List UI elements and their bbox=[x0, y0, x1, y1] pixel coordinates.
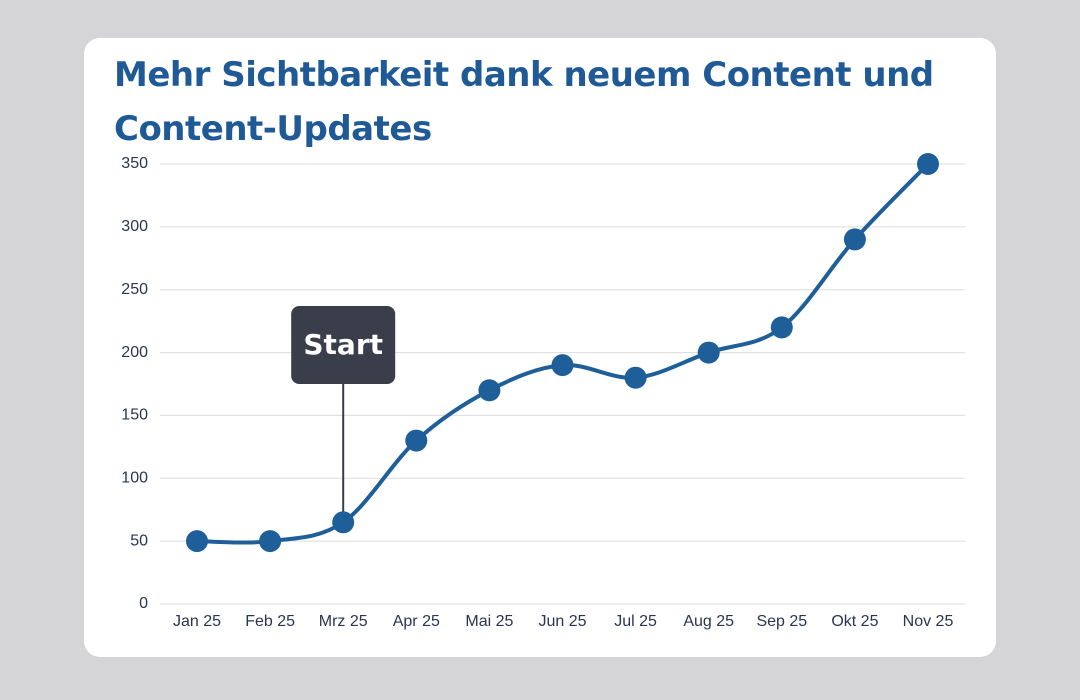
x-tick-label: Feb 25 bbox=[245, 613, 295, 630]
x-tick-label: Jun 25 bbox=[538, 613, 586, 630]
x-tick-label: Sep 25 bbox=[756, 613, 807, 630]
point bbox=[405, 429, 428, 452]
x-tick-label: Mai 25 bbox=[465, 613, 513, 630]
point bbox=[259, 530, 282, 553]
y-tick-label: 350 bbox=[121, 155, 148, 172]
chart-title: Mehr Sichtbarkeit dank neuem Content und… bbox=[114, 55, 934, 149]
y-tick-label: 250 bbox=[121, 281, 148, 298]
x-tick-label: Jan 25 bbox=[173, 613, 221, 630]
y-tick-label: 50 bbox=[130, 532, 148, 549]
y-tick-label: 200 bbox=[121, 344, 148, 361]
point bbox=[551, 354, 574, 377]
x-tick-label: Jul 25 bbox=[614, 613, 657, 630]
point bbox=[478, 379, 501, 402]
card bbox=[84, 38, 996, 657]
x-tick-label: Nov 25 bbox=[903, 613, 954, 630]
point bbox=[624, 366, 647, 389]
annotation-label: Start bbox=[303, 328, 383, 361]
point bbox=[843, 228, 866, 251]
y-tick-label: 0 bbox=[139, 595, 148, 612]
point bbox=[332, 511, 355, 534]
point bbox=[697, 341, 720, 364]
y-tick-label: 300 bbox=[121, 218, 148, 235]
x-tick-label: Mrz 25 bbox=[319, 613, 368, 630]
y-tick-label: 150 bbox=[121, 407, 148, 424]
annotation-box bbox=[291, 306, 396, 384]
point bbox=[917, 153, 939, 175]
point bbox=[770, 316, 793, 339]
x-tick-label: Okt 25 bbox=[831, 613, 878, 630]
x-tick-label: Aug 25 bbox=[683, 613, 734, 630]
point bbox=[186, 530, 208, 553]
x-tick-label: Apr 25 bbox=[393, 613, 440, 630]
y-tick-label: 100 bbox=[121, 470, 148, 487]
